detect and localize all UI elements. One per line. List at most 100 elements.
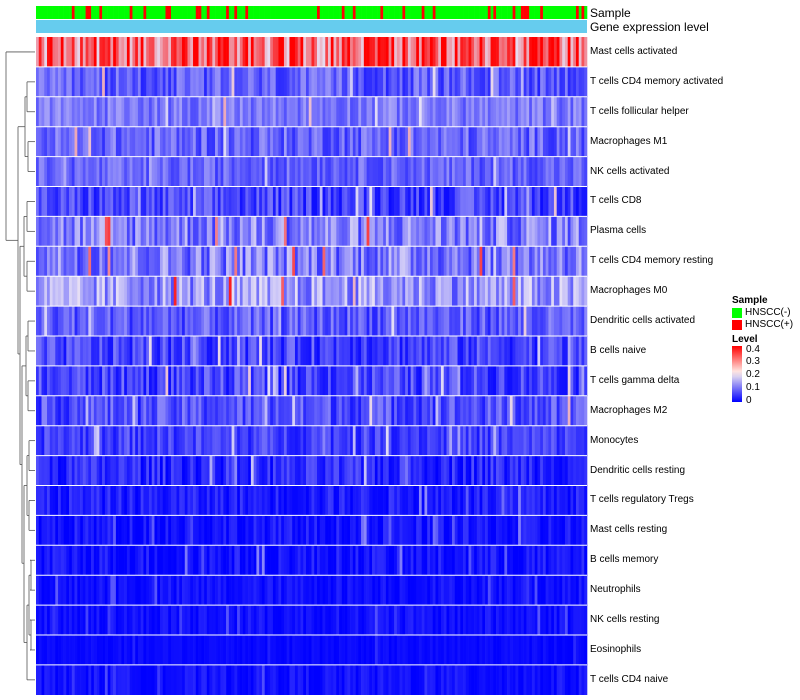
heatmap-cell (424, 575, 428, 606)
heatmap-cell (115, 395, 119, 426)
heatmap-cell (204, 276, 208, 307)
heatmap-cell (132, 545, 136, 576)
heatmap-cell (380, 306, 384, 337)
heatmap-cell (215, 216, 219, 247)
heatmap-cell (151, 605, 155, 636)
heatmap-cell (250, 126, 254, 157)
heatmap-cell (490, 156, 494, 187)
heatmap-cell (418, 336, 422, 367)
heatmap-cell (36, 455, 40, 486)
heatmap-cell (540, 126, 544, 157)
heatmap-cell (531, 515, 535, 546)
heatmap-cell (47, 395, 51, 426)
heatmap-cell (405, 485, 409, 516)
heatmap-cell (490, 246, 494, 277)
heatmap-cell (217, 575, 221, 606)
heatmap-cell (410, 66, 414, 97)
heatmap-cell (223, 545, 227, 576)
heatmap-cell (523, 365, 527, 396)
heatmap-cell (372, 216, 376, 247)
heatmap-cell (493, 365, 497, 396)
level-tick-0-1: 0.1 (746, 382, 760, 393)
heatmap-cell (443, 575, 447, 606)
heatmap-cell (184, 156, 188, 187)
heatmap-cell (452, 246, 456, 277)
heatmap-cell (71, 66, 75, 97)
heatmap-cell (135, 545, 139, 576)
sample-cell (154, 6, 158, 19)
heatmap-cell (427, 635, 431, 666)
heatmap-cell (278, 66, 282, 97)
heatmap-cell (325, 545, 329, 576)
heatmap-cell (551, 37, 555, 68)
heatmap-cell (154, 575, 158, 606)
heatmap-cell (432, 515, 436, 546)
heatmap-cell (311, 605, 315, 636)
heatmap-cell (69, 605, 73, 636)
heatmap-cell (529, 186, 533, 217)
heatmap-cell (234, 425, 238, 456)
heatmap-cell (562, 395, 566, 426)
heatmap-cell (416, 485, 420, 516)
heatmap-cell (476, 455, 480, 486)
heatmap-cell (226, 37, 230, 68)
heatmap-cell (575, 336, 580, 367)
heatmap-cell (159, 37, 164, 68)
heatmap-cell (363, 365, 367, 396)
heatmap-cell (58, 455, 62, 486)
heatmap-cell (245, 545, 249, 576)
heatmap-cell (305, 96, 310, 127)
heatmap-cell (542, 96, 546, 127)
heatmap-cell (220, 156, 224, 187)
heatmap-cell (176, 96, 180, 127)
heatmap-cell (421, 96, 425, 127)
heatmap-cell (416, 276, 420, 307)
heatmap-cell (446, 216, 450, 247)
heatmap-cell (220, 96, 224, 127)
heatmap-cell (526, 605, 530, 636)
heatmap-cell (248, 664, 252, 695)
heatmap-cell (432, 485, 436, 516)
heatmap-cell (154, 605, 158, 636)
heatmap-cell (55, 455, 59, 486)
heatmap-cell (482, 37, 486, 68)
heatmap-cell (369, 575, 373, 606)
heatmap-cell (424, 66, 428, 97)
heatmap-cell (529, 276, 533, 307)
heatmap-cell (446, 664, 450, 695)
sample-cell (526, 6, 530, 19)
heatmap-cell (47, 37, 51, 68)
heatmap-cell (474, 246, 478, 277)
heatmap-cell (531, 37, 535, 68)
heatmap-cell (253, 425, 257, 456)
heatmap-cell (272, 186, 276, 217)
heatmap-cell (267, 664, 271, 695)
heatmap-cell (281, 306, 285, 337)
row-label-monocytes: Monocytes (590, 434, 639, 446)
heatmap-cell (515, 336, 519, 367)
heatmap-cell (217, 306, 221, 337)
heatmap-cell (559, 515, 563, 546)
heatmap-cell (325, 336, 329, 367)
heatmap-cell (573, 395, 577, 426)
heatmap-cell (187, 545, 191, 576)
heatmap-cell (496, 395, 500, 426)
heatmap-cell (173, 186, 177, 217)
heatmap-cell (485, 306, 489, 337)
heatmap-cell (485, 605, 489, 636)
heatmap-cell (66, 306, 70, 337)
heatmap-cell (498, 37, 502, 68)
heatmap-cell (140, 485, 144, 516)
heatmap-cell (581, 545, 585, 576)
heatmap-cell (399, 485, 403, 516)
heatmap-cell (55, 395, 59, 426)
heatmap-cell (231, 664, 235, 695)
sample-cell (396, 6, 400, 19)
heatmap-cell (281, 216, 285, 247)
heatmap-cell (148, 37, 153, 68)
heatmap-cell (512, 664, 516, 695)
heatmap-cell (504, 37, 508, 68)
heatmap-cell (490, 545, 494, 576)
heatmap-cell (132, 156, 136, 187)
heatmap-cell (443, 515, 447, 546)
